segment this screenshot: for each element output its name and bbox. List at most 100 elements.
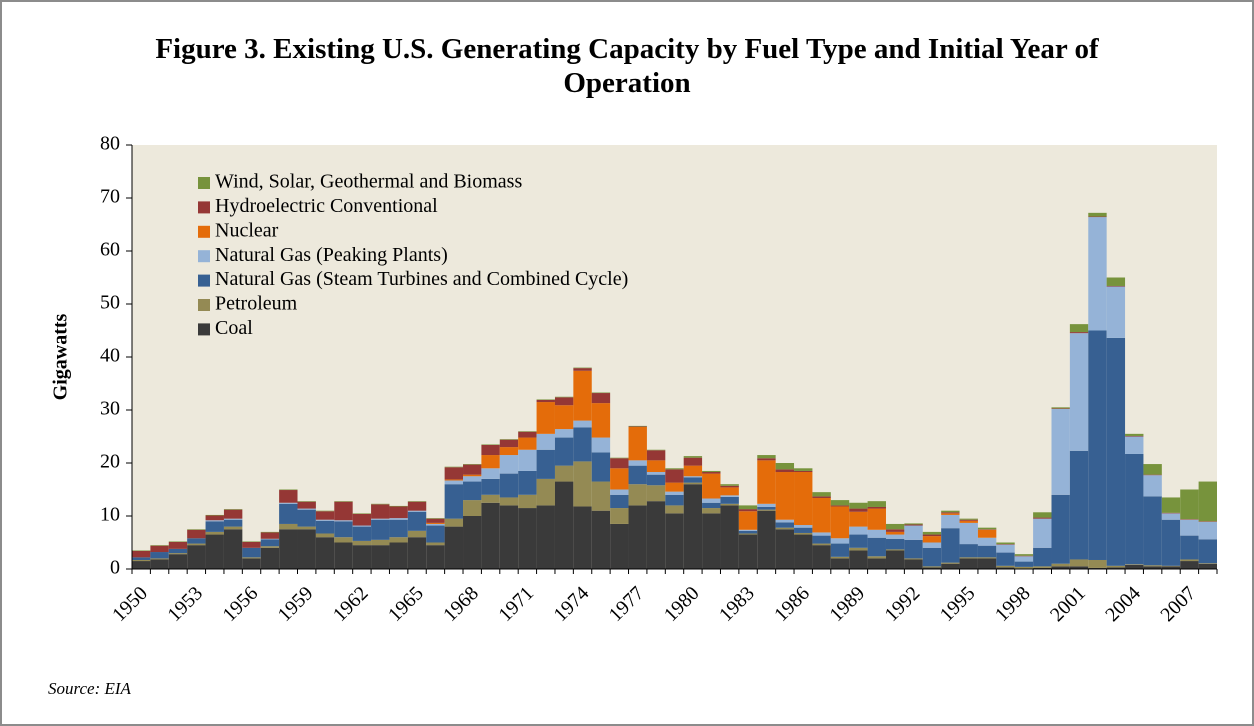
bar-segment xyxy=(1143,566,1162,569)
bar-segment xyxy=(187,529,206,539)
bar-segment xyxy=(150,558,169,560)
bar-segment xyxy=(1069,332,1089,334)
y-tick-label: 50 xyxy=(100,292,120,314)
bar-segment xyxy=(389,537,408,543)
bar-segment xyxy=(536,399,555,403)
bar-segment xyxy=(794,527,813,533)
bar-segment xyxy=(665,505,684,514)
bar-segment xyxy=(444,480,464,485)
bar-segment xyxy=(702,502,721,509)
bar-segment xyxy=(1106,277,1126,286)
x-tick-label: 1977 xyxy=(605,582,649,626)
x-tick-label: 1992 xyxy=(881,582,925,626)
bar-segment xyxy=(646,450,666,461)
bar-segment xyxy=(463,474,482,477)
bar-segment xyxy=(1180,561,1199,569)
bar-segment xyxy=(554,396,574,398)
bar-segment xyxy=(223,509,243,510)
bar-segment xyxy=(481,444,500,456)
bar-segment xyxy=(1125,564,1144,565)
bar-segment xyxy=(297,509,316,527)
bar-segment xyxy=(665,513,684,569)
bar-segment xyxy=(794,468,813,471)
bar-segment xyxy=(187,543,206,546)
bar-segment xyxy=(1051,563,1070,567)
bar-segment xyxy=(334,542,353,569)
bar-segment xyxy=(849,502,868,509)
bar-segment xyxy=(904,525,923,540)
bar-segment xyxy=(794,470,813,473)
bar-segment xyxy=(205,514,224,516)
bar-segment xyxy=(849,526,868,535)
bar-segment xyxy=(1014,561,1034,567)
bar-segment xyxy=(1069,566,1089,569)
bar-segment xyxy=(720,495,739,497)
bar-segment xyxy=(977,537,997,546)
bar-segment xyxy=(665,468,684,470)
bar-segment xyxy=(720,503,739,506)
bar-segment xyxy=(1106,565,1126,568)
bar-segment xyxy=(1125,436,1144,454)
bar-segment xyxy=(334,521,353,538)
bar-segment xyxy=(702,470,721,473)
bar-segment xyxy=(1161,566,1181,569)
bar-segment xyxy=(885,550,905,569)
bar-segment xyxy=(867,537,886,557)
y-tick-label: 80 xyxy=(100,133,120,155)
x-tick-label: 2001 xyxy=(1046,582,1090,626)
bar-segment xyxy=(922,547,942,567)
bar-segment xyxy=(941,513,960,515)
x-tick-label: 1980 xyxy=(660,582,704,626)
bar-segment xyxy=(481,444,500,445)
bar-segment xyxy=(407,510,427,512)
bar-segment xyxy=(260,531,280,533)
bar-segment xyxy=(499,505,519,569)
bar-segment xyxy=(352,513,372,526)
bar-segment xyxy=(573,427,592,462)
bar-segment xyxy=(904,558,923,560)
x-tick-label: 1983 xyxy=(715,582,759,626)
bar-segment xyxy=(150,559,169,569)
bar-segment xyxy=(1143,496,1162,566)
bar-segment xyxy=(1088,559,1107,568)
bar-segment xyxy=(996,544,1015,553)
bar-segment xyxy=(683,482,703,485)
bar-segment xyxy=(646,460,666,473)
bar-segment xyxy=(554,481,574,569)
bar-segment xyxy=(1125,435,1144,437)
bar-segment xyxy=(1143,475,1162,497)
bar-segment xyxy=(867,506,886,509)
bar-segment xyxy=(941,512,960,514)
bar-segment xyxy=(738,511,758,530)
x-tick-label: 1959 xyxy=(274,582,318,626)
legend-swatch xyxy=(198,177,210,189)
bar-segment xyxy=(132,550,151,558)
y-tick-label: 10 xyxy=(100,504,120,526)
bar-segment xyxy=(904,524,923,526)
legend-label: Natural Gas (Steam Turbines and Combined… xyxy=(215,268,628,290)
bar-segment xyxy=(371,539,390,546)
bar-segment xyxy=(830,506,850,539)
bar-segment xyxy=(132,561,151,569)
legend-label: Hydroelectric Conventional xyxy=(215,195,438,217)
bar-segment xyxy=(812,492,831,497)
bar-segment xyxy=(941,514,960,529)
bar-segment xyxy=(591,481,611,511)
y-tick-label: 20 xyxy=(100,451,120,473)
bar-segment xyxy=(518,431,537,438)
bar-segment xyxy=(518,508,537,569)
bar-segment xyxy=(371,545,390,569)
bar-segment xyxy=(1198,539,1217,564)
bar-segment xyxy=(1088,330,1107,560)
bar-segment xyxy=(996,567,1015,569)
bar-segment xyxy=(315,533,335,538)
bar-segment xyxy=(885,534,905,539)
bar-segment xyxy=(1014,566,1034,569)
bar-segment xyxy=(1051,494,1070,564)
bar-segment xyxy=(702,513,721,569)
bar-segment xyxy=(610,489,629,495)
legend-swatch xyxy=(198,250,210,263)
bar-segment xyxy=(1033,512,1052,518)
bar-segment xyxy=(941,510,960,513)
bar-segment xyxy=(591,510,611,569)
